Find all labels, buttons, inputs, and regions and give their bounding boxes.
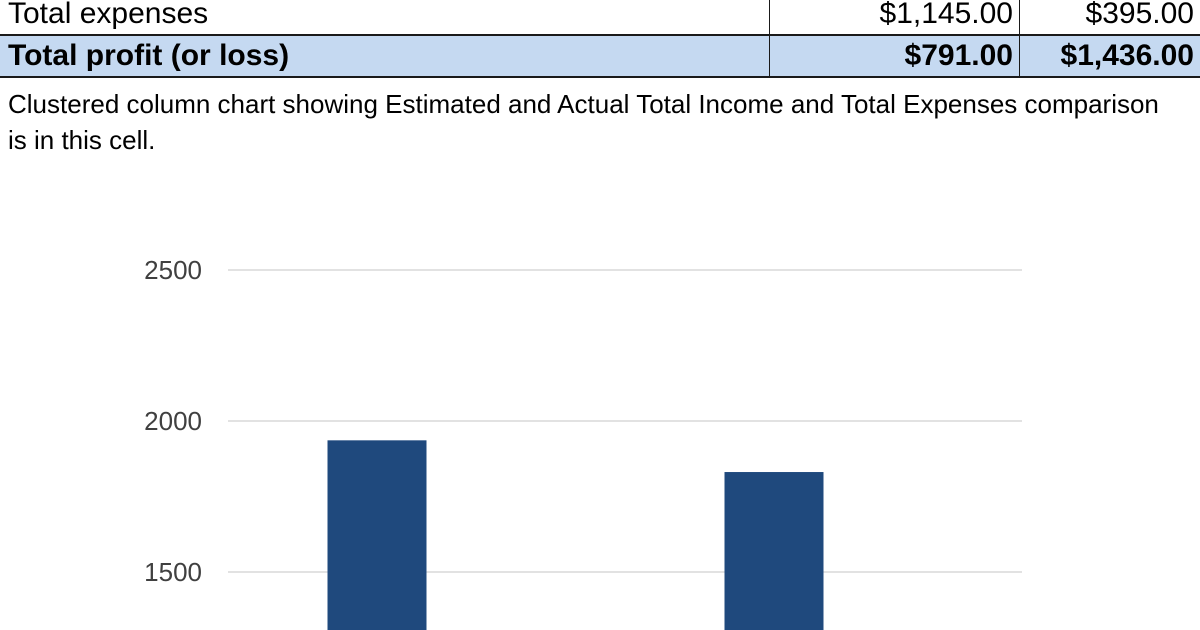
total-profit-estimated[interactable]: $791.00: [770, 36, 1020, 76]
bar-2[interactable]: [724, 472, 824, 630]
y-tick-label: 2500: [144, 255, 202, 285]
y-tick-label: 1500: [144, 557, 202, 587]
bar-1[interactable]: [327, 440, 427, 630]
total-expenses-actual[interactable]: $395.00: [1085, 0, 1194, 30]
y-tick-label: 2000: [144, 406, 202, 436]
total-expenses-estimated[interactable]: $1,145.00: [770, 0, 1020, 34]
total-expenses-row[interactable]: Total expenses $1,145.00 $395.00: [0, 0, 1200, 34]
chart-description-cell[interactable]: Clustered column chart showing Estimated…: [8, 89, 1159, 155]
total-expenses-label[interactable]: Total expenses: [0, 0, 770, 34]
total-profit-actual[interactable]: $1,436.00: [1060, 39, 1194, 72]
total-profit-label[interactable]: Total profit (or loss): [0, 36, 770, 76]
total-profit-row[interactable]: Total profit (or loss) $791.00 $1,436.00: [0, 34, 1200, 78]
